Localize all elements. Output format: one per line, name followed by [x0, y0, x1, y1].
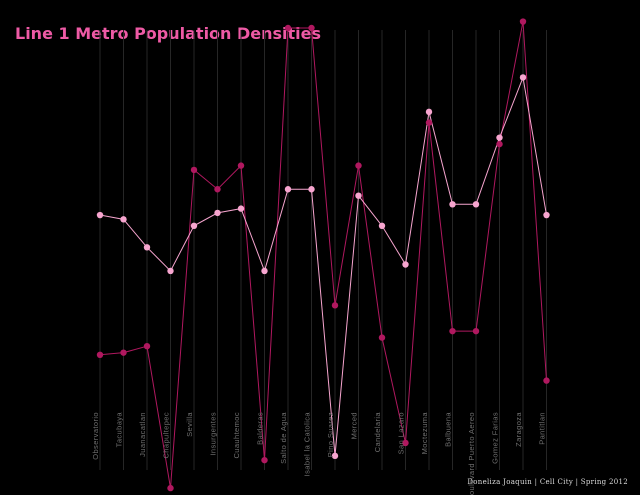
data-point	[237, 162, 245, 169]
data-point	[496, 140, 503, 148]
station-label: Pantitlan	[538, 412, 547, 445]
station-label: Observatorio	[91, 412, 100, 460]
data-point	[543, 211, 550, 219]
data-point	[331, 452, 339, 460]
data-point	[472, 327, 480, 335]
station-label: Isabel la Catolica	[303, 412, 312, 477]
data-point	[284, 186, 292, 193]
station-label: Merced	[350, 412, 359, 439]
data-point	[237, 205, 245, 212]
data-point	[308, 24, 315, 32]
station-label: Zaragoza	[514, 412, 523, 447]
data-point	[308, 186, 315, 193]
data-point	[378, 334, 386, 341]
data-point	[519, 74, 527, 81]
chart-title: Line 1 Metro Population Densities	[15, 24, 322, 43]
station-label: Salto de Agua	[279, 412, 288, 464]
station-label: Juanacatlan	[138, 412, 147, 457]
data-point	[261, 267, 268, 275]
data-point	[402, 261, 409, 268]
station-label: San Lazaro	[397, 412, 406, 454]
data-point	[167, 484, 174, 492]
series-line	[99, 21, 547, 489]
data-point	[284, 24, 292, 32]
station-label: Insurgentes	[209, 412, 218, 456]
station-label: Chapultepec	[162, 412, 171, 459]
data-point	[96, 351, 104, 358]
data-point	[355, 162, 362, 169]
station-labels: Observatorio Tacubaya Juanacatlan Chapultep…	[91, 412, 547, 495]
data-point	[167, 267, 174, 275]
station-label: Tacubaya	[115, 412, 124, 448]
station-label: Candelaria	[373, 412, 382, 453]
data-point	[143, 343, 151, 350]
data-point	[425, 108, 433, 116]
data-point	[472, 201, 480, 208]
data-point	[120, 216, 127, 223]
data-point	[449, 201, 456, 208]
station-label: Boulevard Puerto Aereo	[467, 412, 476, 495]
station-label: Gomez Farias	[491, 412, 500, 464]
data-point	[190, 166, 198, 174]
data-point	[543, 377, 550, 384]
data-point	[214, 209, 221, 217]
data-point	[519, 18, 527, 25]
data-point	[120, 349, 127, 356]
station-label: Pino Suarez	[326, 412, 335, 457]
data-point	[425, 119, 433, 126]
station-label: Moctezuma	[420, 412, 429, 455]
data-point	[402, 439, 409, 447]
data-point	[378, 222, 386, 229]
credit-line: Doneliza Joaquin | Cell City | Spring 20…	[467, 478, 628, 486]
data-point	[496, 134, 503, 141]
data-points	[96, 18, 550, 492]
data-point	[449, 327, 456, 335]
data-point	[331, 302, 339, 309]
series-line	[99, 75, 547, 456]
station-label: Cuauhtemoc	[232, 412, 241, 459]
gridlines	[99, 30, 547, 470]
data-point	[190, 222, 198, 229]
data-point	[143, 244, 151, 251]
station-label: Balbuena	[444, 412, 453, 447]
station-label: Balderas	[256, 412, 265, 445]
series-lines	[99, 21, 547, 489]
data-point	[96, 211, 104, 219]
data-point	[261, 456, 268, 464]
station-label: Sevilla	[185, 412, 194, 437]
data-point	[355, 192, 362, 199]
data-point	[214, 186, 221, 193]
